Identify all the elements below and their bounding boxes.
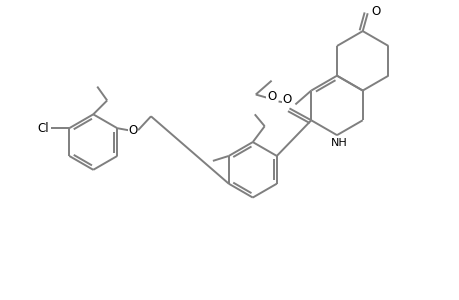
- Text: O: O: [128, 124, 138, 137]
- Text: O: O: [282, 93, 291, 106]
- Text: Cl: Cl: [38, 122, 49, 135]
- Text: NH: NH: [330, 138, 347, 148]
- Text: O: O: [370, 5, 380, 18]
- Text: O: O: [266, 90, 276, 103]
